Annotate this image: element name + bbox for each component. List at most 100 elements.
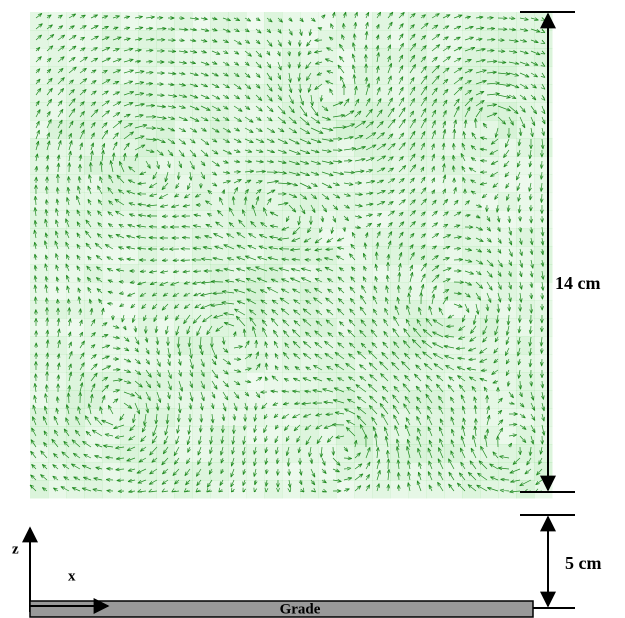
speed-patch [480, 84, 499, 103]
speed-patch [156, 66, 175, 85]
speed-patch [210, 84, 229, 103]
speed-patch [300, 246, 319, 265]
speed-patch [48, 480, 67, 499]
speed-patch [498, 444, 517, 463]
speed-patch [372, 408, 391, 427]
speed-patch [390, 102, 409, 121]
speed-patch [138, 156, 157, 175]
speed-patch [210, 30, 229, 49]
speed-patch [246, 300, 265, 319]
speed-patch [318, 462, 337, 481]
speed-patch [174, 84, 193, 103]
speed-patch [336, 138, 355, 157]
speed-patch [534, 192, 553, 211]
speed-patch [192, 354, 211, 373]
speed-patch [102, 480, 121, 499]
speed-patch [174, 264, 193, 283]
speed-patch [156, 192, 175, 211]
speed-patch [408, 444, 427, 463]
speed-patch [228, 120, 247, 139]
speed-patch [354, 444, 373, 463]
speed-patch [408, 192, 427, 211]
speed-patch [534, 462, 553, 481]
speed-patch [228, 336, 247, 355]
speed-patch [408, 426, 427, 445]
speed-patch [192, 282, 211, 301]
speed-patch [300, 228, 319, 247]
speed-patch [462, 318, 481, 337]
speed-patch [444, 156, 463, 175]
speed-patch [228, 390, 247, 409]
speed-patch [48, 282, 67, 301]
speed-patch [390, 84, 409, 103]
speed-patch [390, 462, 409, 481]
speed-patch [354, 228, 373, 247]
vector-field [30, 12, 553, 499]
speed-patch [408, 246, 427, 265]
speed-patch [462, 390, 481, 409]
speed-patch [138, 210, 157, 229]
speed-patch [462, 480, 481, 499]
speed-patch [318, 336, 337, 355]
speed-patch [462, 66, 481, 85]
speed-patch [210, 12, 229, 31]
speed-patch [336, 282, 355, 301]
speed-patch [228, 84, 247, 103]
speed-patch [390, 372, 409, 391]
speed-patch [480, 390, 499, 409]
speed-patch [156, 408, 175, 427]
speed-patch [300, 372, 319, 391]
speed-patch [228, 318, 247, 337]
speed-patch [318, 354, 337, 373]
speed-patch [264, 282, 283, 301]
speed-patch [426, 444, 445, 463]
speed-patch [84, 444, 103, 463]
speed-patch [264, 210, 283, 229]
speed-patch [228, 102, 247, 121]
speed-patch [498, 102, 517, 121]
speed-patch [318, 444, 337, 463]
speed-patch [246, 192, 265, 211]
speed-patch [282, 48, 301, 67]
speed-patch [300, 390, 319, 409]
speed-patch [318, 48, 337, 67]
speed-patch [426, 246, 445, 265]
speed-patch [498, 300, 517, 319]
speed-patch [426, 174, 445, 193]
speed-patch [174, 12, 193, 31]
speed-patch [444, 372, 463, 391]
speed-patch [246, 120, 265, 139]
speed-patch [30, 336, 49, 355]
speed-patch [516, 30, 535, 49]
speed-patch [174, 192, 193, 211]
speed-patch [498, 12, 517, 31]
speed-patch [372, 228, 391, 247]
speed-patch [192, 102, 211, 121]
speed-patch [48, 138, 67, 157]
speed-patch [426, 228, 445, 247]
speed-patch [534, 444, 553, 463]
speed-patch [228, 48, 247, 67]
speed-patch [336, 426, 355, 445]
gap-label: 5 cm [565, 553, 601, 573]
speed-patch [192, 300, 211, 319]
speed-patch [318, 264, 337, 283]
speed-patch [138, 480, 157, 499]
speed-patch [300, 156, 319, 175]
speed-patch [444, 102, 463, 121]
speed-patch [480, 300, 499, 319]
speed-patch [84, 210, 103, 229]
speed-patch [354, 48, 373, 67]
speed-patch [192, 264, 211, 283]
speed-patch [300, 408, 319, 427]
speed-patch [426, 30, 445, 49]
speed-patch [390, 120, 409, 139]
speed-patch [300, 210, 319, 229]
speed-patch [534, 300, 553, 319]
speed-patch [372, 480, 391, 499]
speed-patch [300, 174, 319, 193]
speed-patch [444, 318, 463, 337]
speed-patch [156, 228, 175, 247]
speed-patch [318, 210, 337, 229]
speed-patch [390, 408, 409, 427]
